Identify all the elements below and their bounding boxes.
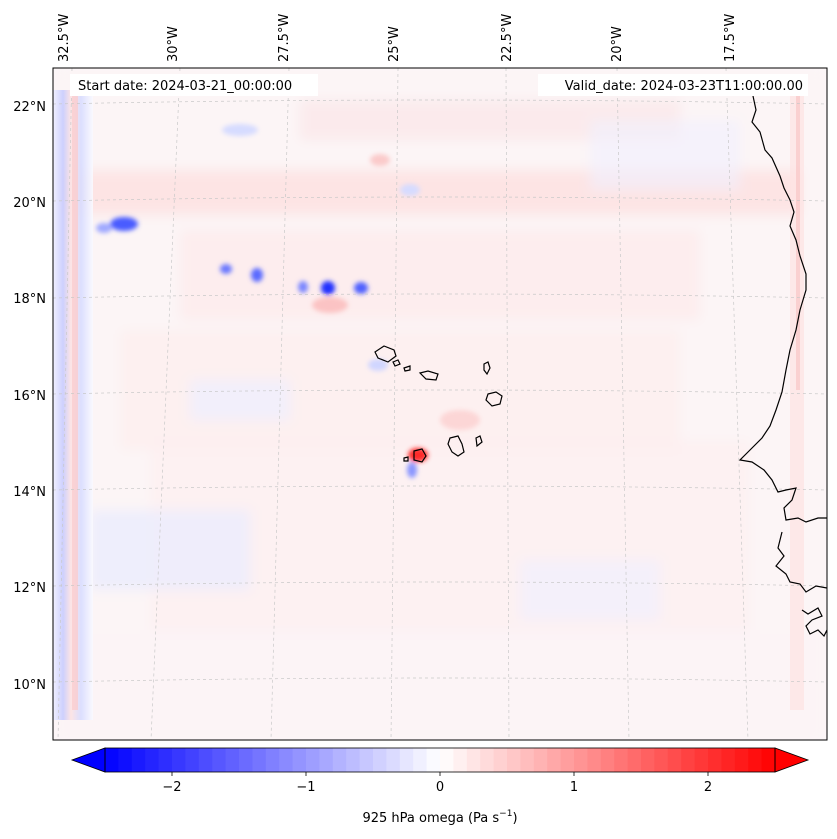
colorbar-tick-label: −1 xyxy=(296,780,315,795)
lat-label: 12°N xyxy=(13,581,46,596)
colorbar-segment xyxy=(279,748,294,772)
colorbar-segment xyxy=(761,748,776,772)
colorbar-segment xyxy=(346,748,361,772)
lat-label: 16°N xyxy=(13,389,46,404)
lat-label: 18°N xyxy=(13,292,46,307)
colorbar-segment xyxy=(319,748,334,772)
colorbar-segment xyxy=(399,748,414,772)
lat-label: 22°N xyxy=(13,100,46,115)
colorbar-segment xyxy=(332,748,347,772)
start-date-text: Start date: 2024-03-21_00:00:00 xyxy=(78,79,292,94)
colorbar-segment xyxy=(426,748,441,772)
colorbar-segment xyxy=(198,748,213,772)
colorbar-segment xyxy=(359,748,374,772)
colorbar-segment xyxy=(520,748,535,772)
colorbar-segment xyxy=(694,748,709,772)
lon-label: 20°W xyxy=(610,26,625,62)
colorbar-max-arrow xyxy=(774,747,810,773)
colorbar-ticks: −2 −1 0 1 2 xyxy=(162,772,712,795)
colorbar-label: 925 hPa omega (Pa s−1) xyxy=(362,809,517,826)
colorbar-segment xyxy=(641,748,655,772)
omega-spots xyxy=(96,124,480,478)
colorbar-segment xyxy=(131,748,146,772)
africa-coastline xyxy=(738,95,827,523)
colorbar-segment xyxy=(734,748,749,772)
fogo-island xyxy=(413,448,427,463)
colorbar-segment xyxy=(265,748,280,772)
lon-label: 32.5°W xyxy=(57,14,72,62)
colorbar-label-exponent: −1 xyxy=(499,809,512,819)
graticule xyxy=(53,68,827,740)
lat-label: 14°N xyxy=(13,485,46,500)
colorbar-segment xyxy=(466,748,481,772)
colorbar-segment xyxy=(440,748,454,772)
colorbar-segment xyxy=(654,748,669,772)
latitude-labels: 22°N 20°N 18°N 16°N 14°N 12°N 10°N xyxy=(13,100,46,693)
longitude-labels: 32.5°W 30°W 27.5°W 25°W 22.5°W 20°W 17.5… xyxy=(57,14,738,62)
colorbar-segment xyxy=(306,748,320,772)
santo-antao-island xyxy=(374,345,397,363)
colorbar-segment xyxy=(105,748,119,772)
colorbar-segment xyxy=(453,748,468,772)
valid-date-text: Valid_date: 2024-03-23T11:00:00.00 xyxy=(565,79,803,94)
colorbar-segment xyxy=(145,748,160,772)
lon-label: 17.5°W xyxy=(723,14,738,62)
colorbar-segment xyxy=(560,748,575,772)
colorbar-segment xyxy=(627,748,642,772)
colorbar-segment xyxy=(681,748,696,772)
colorbar-segment xyxy=(185,748,200,772)
valid-date-box xyxy=(538,74,808,96)
coastlines xyxy=(374,95,827,638)
colorbar-segment xyxy=(172,748,186,772)
colorbar-segment xyxy=(614,748,629,772)
colorbar-segment xyxy=(547,748,562,772)
omega-field xyxy=(53,68,827,740)
colorbar-segment xyxy=(574,748,588,772)
right-boundary-band xyxy=(790,90,804,710)
lat-label: 10°N xyxy=(13,678,46,693)
colorbar-segment xyxy=(292,748,307,772)
colorbar-label-close: ) xyxy=(512,811,517,826)
colorbar-segment xyxy=(413,748,428,772)
colorbar-segment xyxy=(507,748,521,772)
colorbar-segment xyxy=(118,748,133,772)
colorbar-segment xyxy=(480,748,495,772)
santiago-island xyxy=(447,435,465,457)
map-frame xyxy=(52,67,828,741)
colorbar-label-text: 925 hPa omega (Pa s xyxy=(362,811,499,826)
colorbar-segment xyxy=(667,748,682,772)
start-date-box xyxy=(70,74,318,96)
colorbar-segment xyxy=(225,748,240,772)
colorbar-segment xyxy=(373,748,387,772)
colorbar-segment xyxy=(587,748,602,772)
colorbar-segment xyxy=(239,748,253,772)
colorbar-segment xyxy=(493,748,508,772)
colorbar-tick-label: −2 xyxy=(162,780,181,795)
colorbar-segment xyxy=(252,748,267,772)
colorbar-segment xyxy=(386,748,401,772)
colorbar-segment xyxy=(212,748,227,772)
colorbar-segment xyxy=(708,748,722,772)
colorbar: −2 −1 0 1 2 925 hPa omega (Pa s−1) xyxy=(70,747,810,826)
colorbar-min-arrow xyxy=(70,747,106,773)
colorbar-segments xyxy=(105,748,776,772)
colorbar-segment xyxy=(600,748,615,772)
lon-label: 22.5°W xyxy=(500,14,515,62)
lon-label: 25°W xyxy=(387,26,402,62)
colorbar-tick-label: 1 xyxy=(570,780,578,795)
map-area: Start date: 2024-03-21_00:00:00 Valid_da… xyxy=(52,67,828,741)
colorbar-tick-label: 2 xyxy=(704,780,712,795)
lon-label: 30°W xyxy=(166,26,181,62)
colorbar-segment xyxy=(721,748,736,772)
lon-label: 27.5°W xyxy=(277,14,292,62)
colorbar-tick-label: 0 xyxy=(436,780,444,795)
colorbar-segment xyxy=(158,748,173,772)
lat-label: 20°N xyxy=(13,196,46,211)
colorbar-segment xyxy=(748,748,763,772)
colorbar-segment xyxy=(533,748,548,772)
